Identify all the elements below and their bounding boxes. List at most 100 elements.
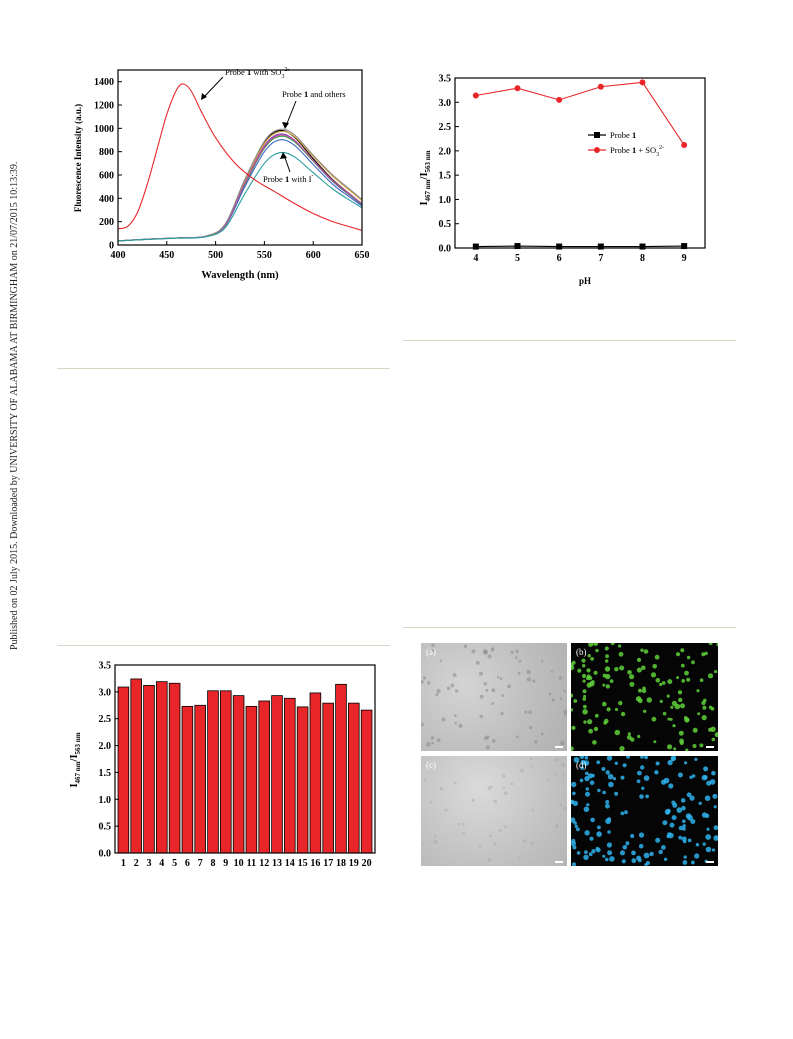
cell [517, 671, 521, 675]
cell [670, 705, 674, 709]
y-axis-title: Fluorescence Intensity (a.u.) [73, 104, 83, 212]
cell [643, 649, 649, 654]
cell [645, 861, 650, 865]
bar [130, 678, 142, 854]
x-tick-label: 6 [185, 858, 190, 869]
annotation-arrowhead [201, 93, 207, 100]
cell [667, 759, 673, 766]
cell [605, 857, 609, 862]
legend: Probe 1 Probe 1 + SO32- [588, 130, 664, 158]
cell [487, 654, 492, 659]
cell [591, 849, 596, 854]
cell [431, 649, 435, 652]
cell [614, 667, 619, 672]
cell [530, 765, 533, 768]
cell [579, 756, 585, 759]
cell [696, 689, 700, 693]
cell [604, 646, 609, 651]
cell [498, 828, 502, 832]
cell [602, 854, 606, 858]
bar [335, 683, 347, 854]
bar [117, 686, 130, 854]
cell [426, 742, 431, 747]
cell [614, 761, 618, 765]
y-tick-label: 3.0 [439, 98, 452, 109]
cell [487, 858, 492, 862]
cell [620, 775, 625, 780]
cell [576, 827, 580, 832]
cell [716, 643, 718, 646]
cell [493, 799, 498, 804]
cell [502, 786, 506, 790]
scale-bar [555, 746, 563, 748]
cell [576, 851, 581, 855]
cell [686, 677, 691, 682]
cell-dots [422, 757, 567, 863]
x-tick-label: 8 [640, 253, 645, 264]
y-tick-label: 2.5 [99, 714, 112, 725]
cell [607, 773, 614, 780]
cell [462, 832, 466, 835]
x-tick-label: 13 [272, 858, 282, 869]
cell [678, 730, 684, 736]
cell [582, 697, 587, 701]
cell [571, 725, 576, 730]
cell [524, 710, 528, 714]
x-tick-label: 8 [211, 858, 216, 869]
panel-label: (d) [576, 760, 587, 770]
cell [714, 670, 718, 674]
selectivity-bar-chart: 0.00.51.01.52.02.53.03.51 2 3 4 5 6 7 8 9 10 11 12 1… [69, 661, 376, 869]
cell [487, 786, 492, 791]
cell [580, 766, 584, 770]
cell [573, 757, 580, 763]
x-tick-label: 9 [682, 253, 687, 264]
micrograph-panel-a: (a) [421, 643, 567, 751]
cell [439, 659, 443, 662]
cell [608, 781, 614, 788]
cell [587, 654, 591, 658]
cell [421, 680, 424, 684]
cell [591, 773, 595, 778]
cell [584, 830, 590, 836]
annotation-arrowhead [280, 152, 287, 159]
scale-bar [555, 861, 563, 863]
cell [678, 697, 683, 703]
plot-frame [117, 69, 363, 246]
cell [475, 661, 480, 665]
cell [606, 707, 611, 712]
y-tick-label: 1.5 [99, 768, 112, 779]
cell [686, 792, 692, 798]
x-tick-label: 450 [159, 250, 174, 261]
cell [630, 833, 635, 839]
cell [685, 748, 689, 751]
cell [596, 847, 601, 853]
cell [695, 843, 700, 847]
cell [655, 678, 661, 683]
cell [607, 830, 611, 834]
cell [479, 671, 483, 676]
cell [504, 825, 507, 828]
cell [687, 838, 692, 843]
cell-dots [571, 756, 718, 866]
cell [677, 772, 683, 778]
cell [618, 644, 622, 648]
plot-frame [454, 77, 706, 249]
cell [705, 834, 712, 840]
cell [710, 726, 716, 732]
cell [573, 699, 578, 703]
cell-imaging-figure: (a) (b) (c) (d) [421, 643, 718, 866]
y-axis-title: I467 nm/I563 nm [69, 732, 82, 787]
cell [699, 678, 704, 682]
cell [661, 845, 666, 850]
data-point [639, 79, 646, 86]
cell [433, 839, 438, 844]
cell [471, 649, 476, 654]
cell [554, 824, 559, 829]
x-tick-label: 7 [598, 253, 603, 264]
cell [663, 777, 670, 784]
cell [676, 807, 683, 813]
cell [636, 657, 642, 662]
cell [680, 663, 685, 668]
cell [594, 713, 599, 718]
y-tick-label: 2.5 [439, 122, 452, 133]
